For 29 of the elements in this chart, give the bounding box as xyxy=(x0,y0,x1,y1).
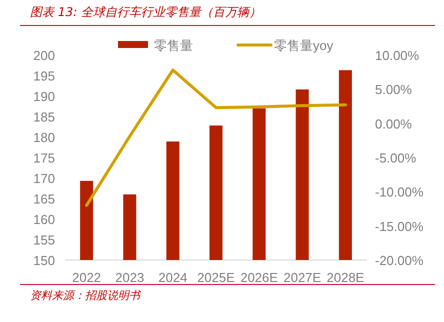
y-tick-label: 165 xyxy=(33,192,55,206)
y-tick-label: 175 xyxy=(33,150,55,166)
y2-tick-label: 5.00% xyxy=(375,82,412,98)
y2-tick-label: -5.00% xyxy=(375,150,417,166)
x-tick-label: 2026E xyxy=(240,270,278,285)
y2-tick-label: 10.00% xyxy=(375,48,420,63)
x-tick-label: 2024 xyxy=(158,270,188,285)
x-tick-label: 2022 xyxy=(72,270,102,285)
y2-tick-label: 0.00% xyxy=(375,116,412,132)
y-tick-label: 185 xyxy=(33,110,55,124)
y-tick-label: 195 xyxy=(33,68,55,84)
y-tick-label: 150 xyxy=(33,253,55,268)
y-tick-label: 170 xyxy=(33,171,55,186)
chart-title: 图表 13: 全球自行车行业零售量（百万辆） xyxy=(20,4,435,26)
y-tick-label: 160 xyxy=(33,212,55,227)
y-tick-label: 180 xyxy=(33,130,55,145)
y2-tick-label: -15.00% xyxy=(375,218,424,234)
x-tick-label: 2025E xyxy=(197,270,236,285)
y2-tick-label: -10.00% xyxy=(375,184,424,200)
legend-label: 零售量yoy xyxy=(274,38,334,53)
text: 资料来源：招股说明书 xyxy=(30,288,142,303)
y-tick-label: 190 xyxy=(33,89,55,104)
x-tick-label: 2027E xyxy=(283,270,322,285)
y-tick-label: 200 xyxy=(33,48,55,63)
y-tick-label: 155 xyxy=(33,232,55,248)
legend-label: 零售量 xyxy=(154,38,193,53)
x-tick-label: 2028E xyxy=(326,270,365,285)
y2-tick-label: -20.00% xyxy=(375,253,424,268)
x-tick-label: 2023 xyxy=(115,270,144,285)
